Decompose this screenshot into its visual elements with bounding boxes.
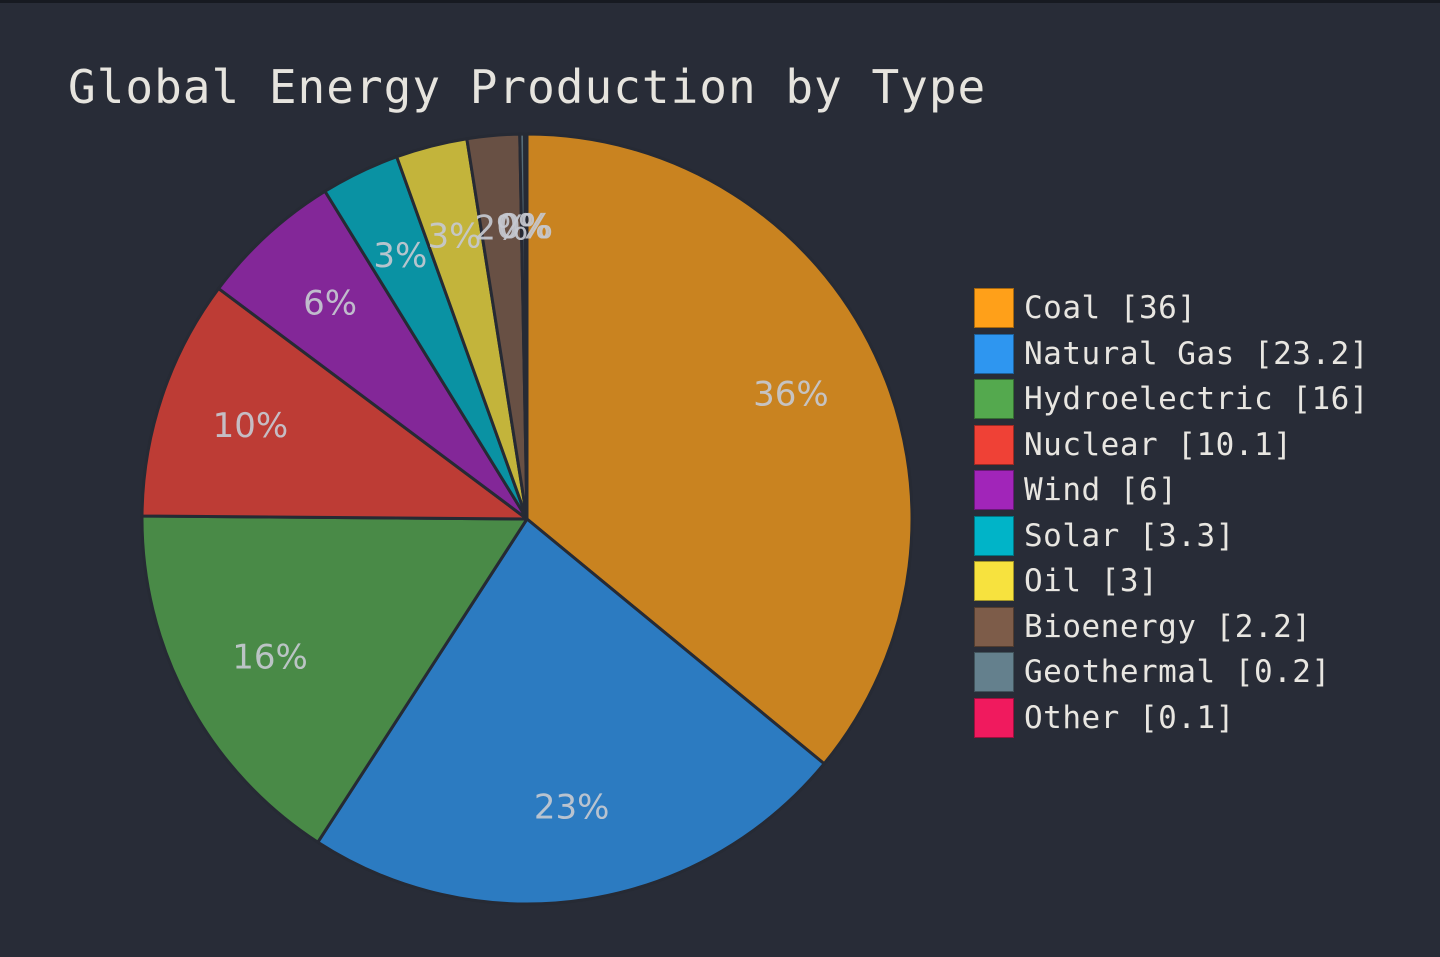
percent-label-nuclear: 10% <box>213 406 289 446</box>
pie-slice-natural-gas[interactable] <box>316 517 826 906</box>
legend-item-hydroelectric[interactable]: Hydroelectric [16] <box>974 379 1369 419</box>
legend-item-coal[interactable]: Coal [36] <box>974 288 1369 328</box>
legend-swatch-nuclear <box>974 424 1014 465</box>
pie-slice-wind[interactable] <box>217 189 529 521</box>
top-border <box>0 0 1440 3</box>
pie-slice-nuclear[interactable] <box>140 287 529 521</box>
legend-label-other: Other [0.1] <box>1024 699 1235 736</box>
percent-label-solar: 3% <box>373 236 427 276</box>
legend-label-geothermal: Geothermal [0.2] <box>1024 654 1331 690</box>
legend-swatch-solar <box>974 515 1014 556</box>
legend-item-solar[interactable]: Solar [3.3] <box>974 515 1369 556</box>
legend-swatch-geothermal <box>974 652 1014 692</box>
legend-label-natural-gas: Natural Gas [23.2] <box>1024 335 1369 372</box>
legend-label-nuclear: Nuclear [10.1] <box>1024 426 1293 463</box>
percent-label-wind: 6% <box>303 284 357 324</box>
percent-label-bioenergy: 2% <box>474 208 528 248</box>
pie-slice-other[interactable] <box>523 132 529 521</box>
legend-item-oil[interactable]: Oil [3] <box>974 561 1369 601</box>
chart-title: Global Energy Production by Type <box>68 60 987 114</box>
legend-item-natural-gas[interactable]: Natural Gas [23.2] <box>974 333 1369 374</box>
legend-label-oil: Oil [3] <box>1024 563 1159 599</box>
legend-item-nuclear[interactable]: Nuclear [10.1] <box>974 424 1369 465</box>
legend-swatch-oil <box>974 561 1014 601</box>
percent-label-hydroelectric: 16% <box>232 638 308 678</box>
legend: Coal [36] Natural Gas [23.2] Hydroelectric… <box>974 288 1369 743</box>
legend-label-coal: Coal [36] <box>1024 290 1197 326</box>
percent-label-natural-gas: 23% <box>534 787 610 827</box>
pie-percent-labels: 36%23%16%10%6%3% 3%2%0%0% <box>213 207 829 827</box>
legend-label-hydroelectric: Hydroelectric [16] <box>1024 381 1369 417</box>
legend-item-other[interactable]: Other [0.1] <box>974 697 1369 738</box>
legend-swatch-natural-gas <box>974 333 1014 374</box>
legend-swatch-hydroelectric <box>974 379 1014 419</box>
pie-slice-hydroelectric[interactable] <box>140 514 529 844</box>
legend-swatch-wind <box>974 470 1014 510</box>
percent-label-oil: 3% <box>428 216 482 256</box>
legend-label-bioenergy: Bioenergy [2.2] <box>1024 608 1312 645</box>
pie-slices <box>140 132 914 906</box>
legend-swatch-coal <box>974 288 1014 328</box>
legend-label-wind: Wind [6] <box>1024 472 1178 508</box>
legend-swatch-other <box>974 697 1014 738</box>
percent-label-coal: 36% <box>753 374 829 414</box>
legend-item-bioenergy[interactable]: Bioenergy [2.2] <box>974 606 1369 647</box>
percent-label-other: 0% <box>499 207 553 247</box>
pie-slice-coal[interactable] <box>525 132 914 766</box>
legend-label-solar: Solar [3.3] <box>1024 517 1235 554</box>
percent-label-geothermal: 0% <box>496 207 550 247</box>
legend-swatch-bioenergy <box>974 606 1014 647</box>
legend-item-wind[interactable]: Wind [6] <box>974 470 1369 510</box>
legend-item-geothermal[interactable]: Geothermal [0.2] <box>974 652 1369 692</box>
